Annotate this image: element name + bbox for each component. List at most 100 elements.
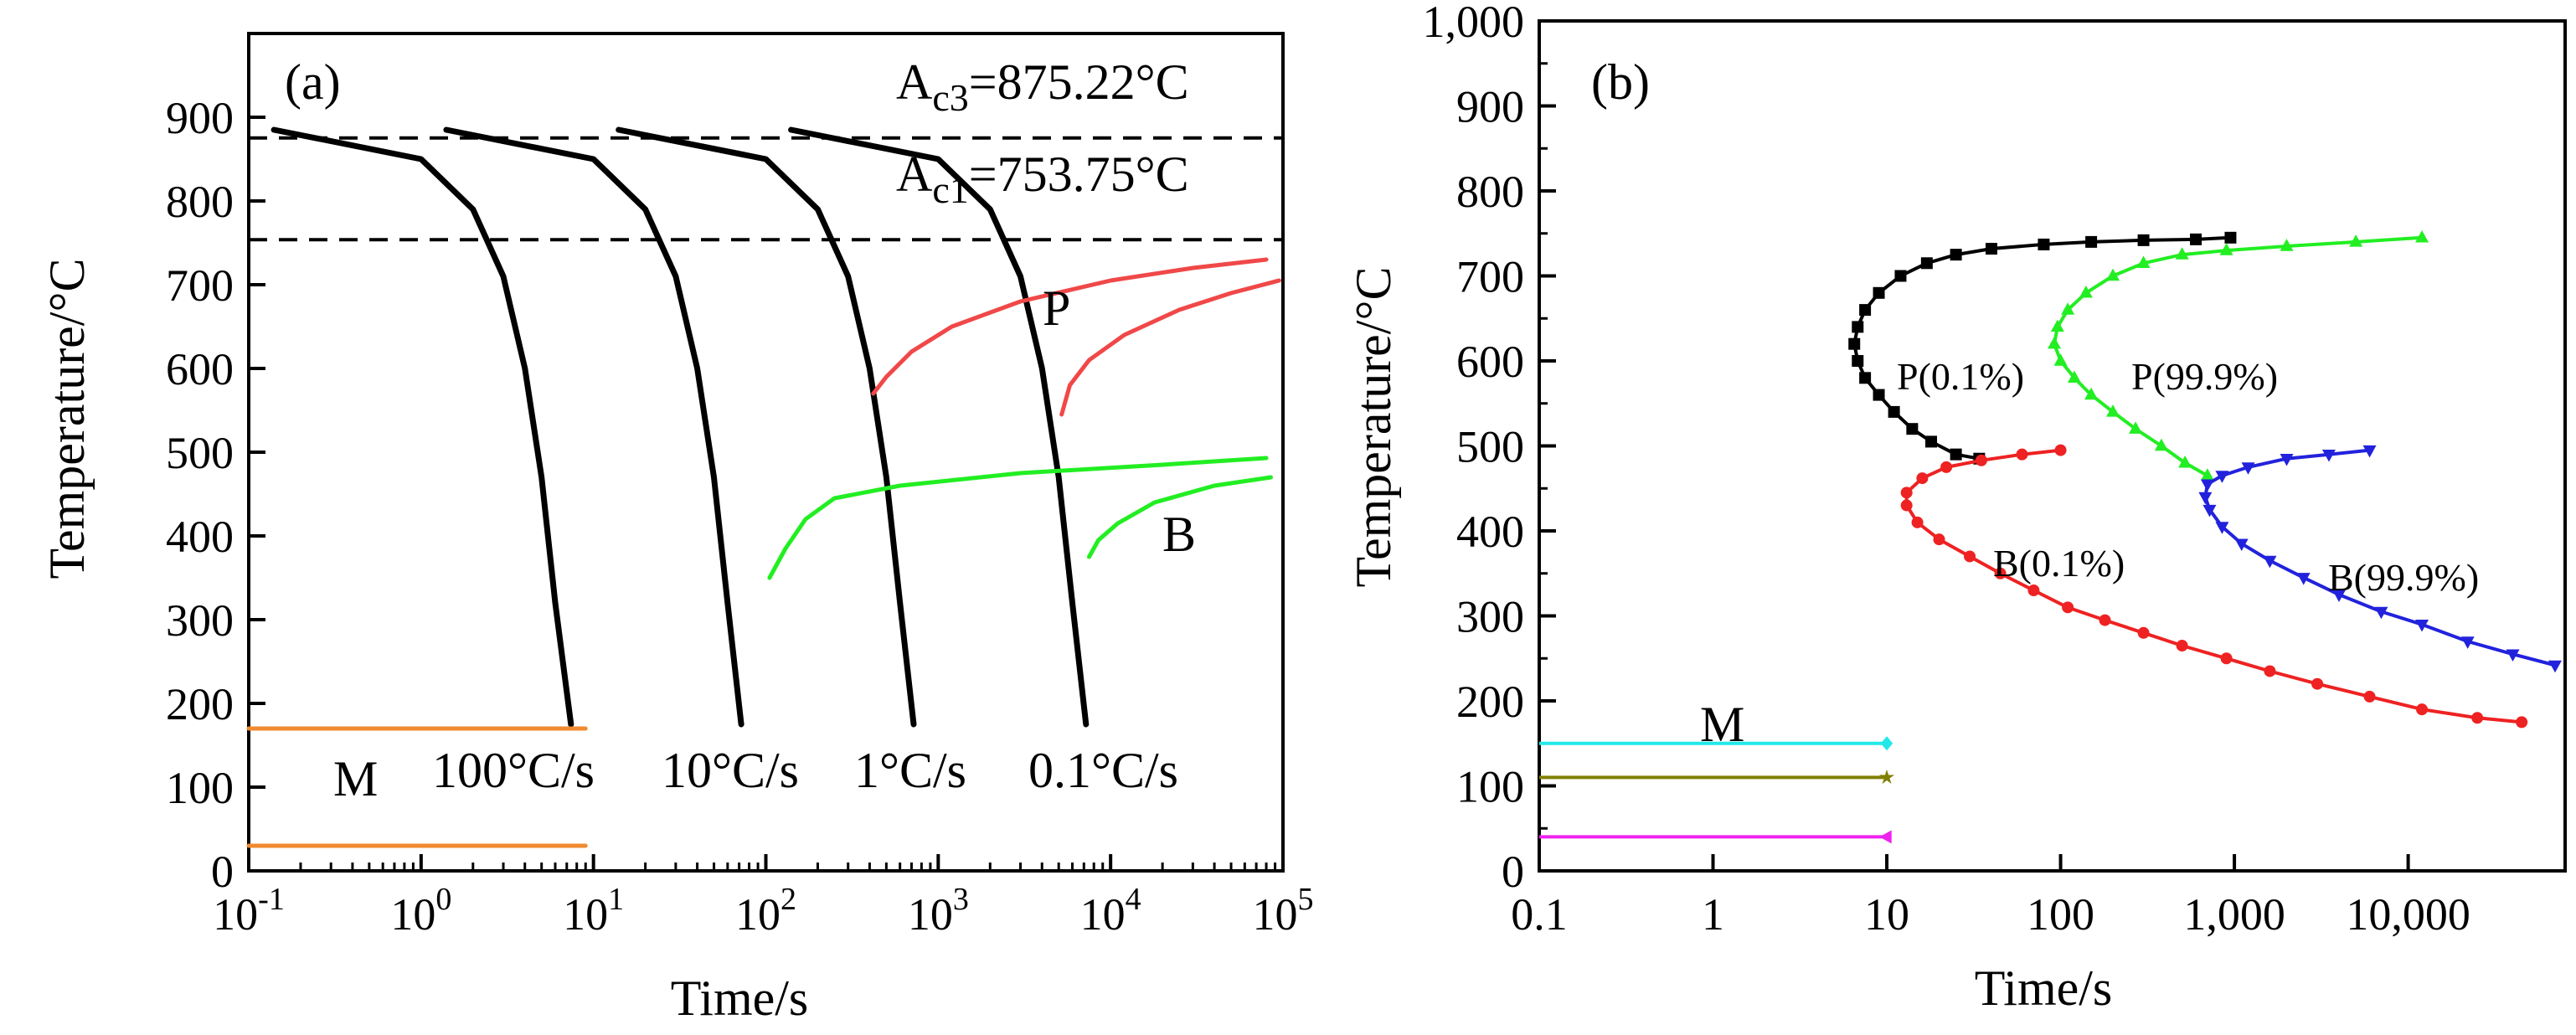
marker-triangle-down	[2215, 471, 2229, 483]
marker-circle	[2264, 665, 2276, 677]
martensite-label: M	[333, 751, 378, 806]
marker-triangle-down	[2241, 462, 2255, 475]
x-axis-label-b: Time/s	[1975, 960, 2113, 1016]
marker-triangle-up	[2061, 302, 2075, 315]
x-tick-label-b: 1	[1702, 889, 1724, 940]
y-tick-label-b: 700	[1456, 252, 1524, 302]
marker-square	[2085, 235, 2098, 248]
marker-triangle-up	[2106, 404, 2120, 417]
marker-circle	[1900, 487, 1913, 499]
marker-triangle-up	[2106, 268, 2120, 281]
marker-square	[1950, 249, 1962, 261]
x-tick-label-b: 10	[1864, 889, 1909, 940]
marker-circle	[2176, 640, 2188, 652]
x-tick-label-a: 101	[563, 882, 624, 940]
x-tick-label-a: 104	[1080, 882, 1141, 940]
x-tick-label-a: 100	[390, 882, 451, 940]
marker-square	[1950, 448, 1962, 461]
marker-triangle-down	[2215, 522, 2229, 534]
marker-triangle-up	[2175, 247, 2189, 260]
bainite-label: B	[1162, 507, 1196, 562]
series-line	[2203, 448, 2556, 667]
y-tick-label-b: 0	[1502, 847, 1524, 897]
marker-circle	[2311, 677, 2324, 690]
panel-label-b: (b)	[1591, 54, 1650, 110]
marker-triangle-up	[2053, 353, 2068, 366]
marker-circle	[2016, 448, 2028, 461]
p-start-label: P(0.1%)	[1897, 355, 2024, 398]
marker-triangle-down	[2296, 573, 2311, 585]
panel-b: 0 100 200 300 400 500 600 700 800 900 1,000 0.1 1 10 1…	[1346, 0, 2567, 1016]
marker-circle	[2516, 716, 2528, 729]
y-tick-label-a: 100	[166, 763, 234, 813]
pearlite-label: P	[1043, 281, 1070, 336]
series-a-100-c-s	[270, 126, 574, 728]
marker-square	[1925, 435, 1938, 448]
series-a	[246, 126, 1281, 848]
series-a-1-c-s	[616, 126, 917, 728]
marker-circle	[1994, 567, 2007, 579]
marker-triangle-up	[2178, 455, 2192, 468]
y-tick-label-b: 200	[1456, 677, 1524, 727]
marker-triangle-up	[2084, 387, 2099, 400]
marker-triangle-down	[2198, 492, 2213, 505]
x-tick-label-a: 102	[735, 882, 796, 940]
marker-circle	[2363, 690, 2376, 703]
marker-triangle-down	[2321, 450, 2336, 462]
marker-square	[2137, 234, 2150, 246]
marker-square	[1920, 257, 1933, 270]
series-b-p-0-1	[1848, 231, 2237, 465]
y-tick-label-b: 500	[1456, 422, 1524, 472]
marker-triangle-up	[2415, 229, 2429, 243]
marker-triangle-up	[2154, 438, 2168, 451]
marker-triangle-up	[2136, 255, 2151, 268]
marker-triangle-down	[2415, 620, 2429, 632]
y-axis-label-b: Temperature/°C	[1346, 267, 1401, 588]
marker-circle	[1911, 516, 1924, 528]
marker-triangle-down	[2234, 538, 2249, 552]
axis-ticks-b: 0 100 200 300 400 500 600 700 800 900 1,000 0.1 1 10 1…	[1423, 0, 2470, 940]
series-b-m-110	[1539, 769, 1895, 785]
marker-triangle-down	[2506, 649, 2520, 662]
y-tick-label-b: 900	[1456, 82, 1524, 132]
b-finish-label: B(99.9%)	[2328, 556, 2479, 599]
marker-square	[1848, 337, 1861, 350]
marker-square	[1852, 355, 1864, 367]
series-b-m-40	[1539, 830, 1892, 844]
marker-circle	[2027, 584, 2040, 597]
series-a-b-finish	[1087, 475, 1273, 559]
series-b-p-99-9	[2048, 229, 2429, 481]
x-tick-label-a: 10-1	[213, 882, 285, 940]
series-a-b-start	[767, 456, 1269, 580]
marker-triangle-up	[2048, 336, 2062, 349]
marker-circle	[2137, 626, 2150, 639]
x-tick-label-a: 103	[908, 882, 969, 940]
marker-circle	[2099, 614, 2111, 626]
marker-triangle-down	[2332, 590, 2347, 602]
y-tick-label-b: 400	[1456, 507, 1524, 557]
x-tick-label-b: 0.1	[1511, 889, 1568, 940]
marker-circle	[2416, 703, 2429, 716]
marker-triangle-up	[2129, 421, 2143, 434]
y-tick-label-a: 800	[166, 177, 234, 227]
marker-triangle-up	[2219, 243, 2233, 255]
panel-a: 0 100 200 300 400 500 600 700 800 900 10-1 100 101 10…	[39, 32, 1314, 1026]
marker-triangle-up	[2079, 285, 2093, 298]
marker-triangle-down	[2202, 504, 2217, 518]
marker-circle	[1900, 499, 1913, 512]
y-tick-label-a: 600	[166, 344, 234, 394]
marker-square	[2190, 233, 2202, 245]
marker-triangle-down	[2548, 660, 2562, 673]
marker-triangle-down	[2362, 445, 2377, 458]
marker-triangle-down	[2280, 454, 2294, 466]
marker-triangle-down	[2200, 479, 2214, 492]
marker-circle	[2471, 712, 2484, 724]
marker-square	[1873, 389, 1885, 401]
series-a-p-finish	[1059, 278, 1281, 417]
marker-circle	[2220, 652, 2233, 665]
marker-circle	[2062, 601, 2074, 614]
marker-triangle-up	[2050, 319, 2064, 332]
x-tick-label-b: 100	[2027, 889, 2094, 940]
marker-triangle-up	[2067, 370, 2081, 383]
y-tick-label-a: 500	[166, 428, 234, 478]
